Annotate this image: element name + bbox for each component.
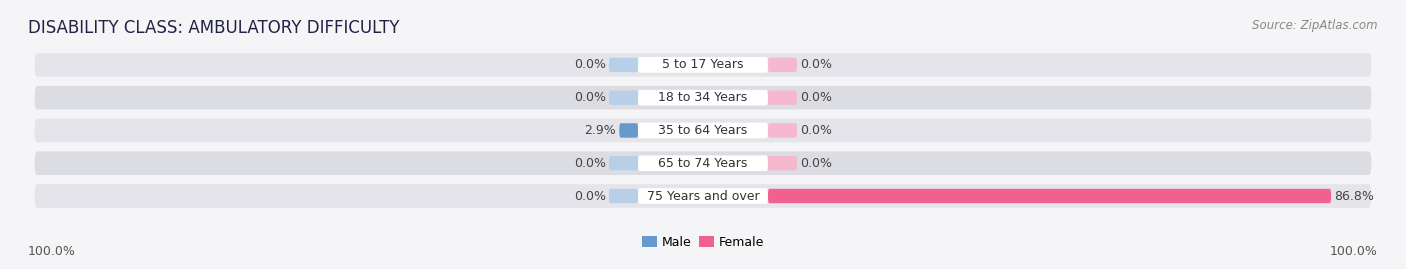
FancyBboxPatch shape xyxy=(35,86,1371,109)
FancyBboxPatch shape xyxy=(35,119,1371,142)
FancyBboxPatch shape xyxy=(619,123,638,138)
Text: 0.0%: 0.0% xyxy=(574,58,606,72)
FancyBboxPatch shape xyxy=(609,90,638,105)
FancyBboxPatch shape xyxy=(35,151,1371,175)
Text: 18 to 34 Years: 18 to 34 Years xyxy=(658,91,748,104)
FancyBboxPatch shape xyxy=(768,156,797,171)
Text: 0.0%: 0.0% xyxy=(574,189,606,203)
Text: 2.9%: 2.9% xyxy=(585,124,616,137)
FancyBboxPatch shape xyxy=(609,189,638,203)
FancyBboxPatch shape xyxy=(638,123,768,138)
Text: 0.0%: 0.0% xyxy=(800,124,832,137)
Text: 0.0%: 0.0% xyxy=(574,91,606,104)
Text: 35 to 64 Years: 35 to 64 Years xyxy=(658,124,748,137)
Text: 5 to 17 Years: 5 to 17 Years xyxy=(662,58,744,72)
FancyBboxPatch shape xyxy=(35,53,1371,77)
FancyBboxPatch shape xyxy=(768,123,797,138)
FancyBboxPatch shape xyxy=(768,58,797,72)
Text: 100.0%: 100.0% xyxy=(28,245,76,258)
FancyBboxPatch shape xyxy=(768,189,1331,203)
FancyBboxPatch shape xyxy=(35,184,1371,208)
FancyBboxPatch shape xyxy=(638,188,768,204)
Text: DISABILITY CLASS: AMBULATORY DIFFICULTY: DISABILITY CLASS: AMBULATORY DIFFICULTY xyxy=(28,19,399,37)
Text: 75 Years and over: 75 Years and over xyxy=(647,189,759,203)
FancyBboxPatch shape xyxy=(609,58,638,72)
Text: 65 to 74 Years: 65 to 74 Years xyxy=(658,157,748,170)
FancyBboxPatch shape xyxy=(638,90,768,105)
Text: 0.0%: 0.0% xyxy=(800,91,832,104)
FancyBboxPatch shape xyxy=(768,90,797,105)
Text: 0.0%: 0.0% xyxy=(800,157,832,170)
FancyBboxPatch shape xyxy=(609,156,638,171)
Text: 0.0%: 0.0% xyxy=(574,157,606,170)
Text: Source: ZipAtlas.com: Source: ZipAtlas.com xyxy=(1253,19,1378,32)
Text: 0.0%: 0.0% xyxy=(800,58,832,72)
FancyBboxPatch shape xyxy=(638,57,768,73)
FancyBboxPatch shape xyxy=(638,155,768,171)
Legend: Male, Female: Male, Female xyxy=(637,231,769,254)
Text: 86.8%: 86.8% xyxy=(1334,189,1374,203)
Text: 100.0%: 100.0% xyxy=(1330,245,1378,258)
